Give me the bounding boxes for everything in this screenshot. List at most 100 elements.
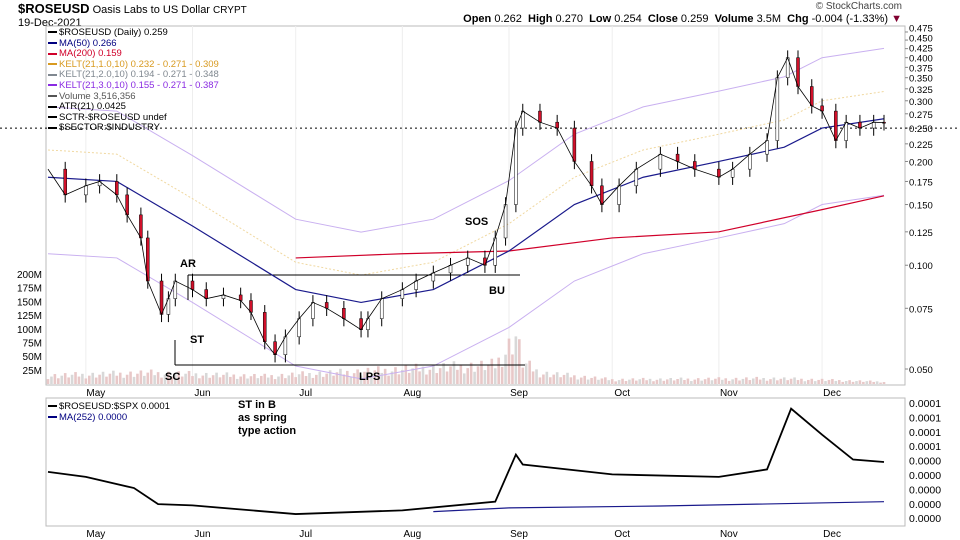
- volume-bar: [679, 377, 683, 384]
- volume-bar: [332, 375, 335, 384]
- volume-bar: [597, 379, 600, 384]
- x-tick-label: Nov: [720, 529, 738, 540]
- volume-bar: [308, 372, 311, 384]
- volume-bar: [727, 380, 731, 384]
- volume-bar: [232, 374, 236, 384]
- candle: [311, 302, 315, 319]
- volume-bar: [868, 380, 872, 384]
- volume-bar: [380, 372, 384, 384]
- volume-bar: [280, 373, 284, 384]
- exchange: CRYPT: [213, 5, 247, 16]
- volume-bar: [449, 366, 452, 384]
- kelt-lower-band: [47, 194, 885, 380]
- volume-bar: [432, 364, 435, 384]
- volume-bar: [366, 367, 370, 384]
- volume-bar: [277, 376, 280, 384]
- volume-bar: [118, 372, 122, 384]
- candle: [675, 153, 680, 162]
- y-tick-label: 0.175: [909, 177, 933, 188]
- y-tick-label: 0.400: [909, 53, 933, 64]
- volume-bar: [318, 371, 322, 384]
- x-tick-label: Sep: [510, 388, 528, 399]
- volume-bar: [641, 377, 645, 384]
- volume-bar: [862, 381, 865, 384]
- volume-bar: [404, 365, 408, 384]
- volume-bar: [665, 379, 669, 384]
- volume-bar: [57, 378, 60, 384]
- volume-bar: [112, 370, 115, 384]
- volume-bar: [772, 377, 776, 384]
- annotation-ar: AR: [180, 258, 196, 270]
- volume-bar: [700, 380, 703, 384]
- price-panel-frame: [45, 25, 906, 386]
- volume-bar: [676, 378, 679, 384]
- volume-bar: [831, 378, 834, 384]
- volume-bar: [163, 374, 167, 384]
- volume-bar: [253, 373, 256, 384]
- volume-bar: [762, 378, 765, 384]
- volume-bar: [483, 370, 487, 384]
- y-tick-label: 0.100: [909, 261, 933, 272]
- candle: [503, 204, 508, 239]
- volume-bar: [139, 370, 143, 384]
- y-tick-label: 0.050: [909, 365, 933, 376]
- volume-bar: [428, 369, 432, 384]
- volume-bar: [284, 378, 287, 384]
- y-tick-label: 0.200: [909, 157, 933, 168]
- volume-bar: [511, 354, 514, 384]
- volume-bar: [548, 377, 552, 384]
- volume-bar: [518, 339, 521, 384]
- ratio-tick-label: 0.0000: [909, 499, 941, 511]
- volume-bar: [490, 358, 494, 384]
- y-tick-label: 0.225: [909, 140, 933, 151]
- volume-bar: [497, 357, 500, 384]
- x-tick-label: Jul: [299, 529, 312, 540]
- volume-bar: [552, 374, 556, 384]
- volume-bar: [672, 380, 676, 384]
- volume-bar: [101, 371, 105, 384]
- volume-bar: [136, 373, 139, 384]
- volume-bar: [834, 380, 838, 384]
- volume-bar: [273, 379, 277, 384]
- volume-bar: [731, 379, 734, 384]
- legend-entry: SCTR-$ROSEUSD undef: [48, 112, 219, 124]
- volume-tick-label: 100M: [17, 325, 42, 336]
- candle: [139, 214, 143, 239]
- volume-bar: [170, 377, 174, 384]
- volume-bar: [634, 380, 638, 384]
- volume-bar: [115, 375, 119, 384]
- volume-bar: [81, 373, 84, 384]
- candle: [555, 121, 559, 129]
- volume-tick-label: 200M: [17, 270, 42, 281]
- volume-bar: [810, 378, 814, 384]
- ratio-panel-frame: [45, 397, 906, 527]
- candle: [658, 153, 663, 170]
- volume-bar: [555, 372, 559, 384]
- x-tick-label: Aug: [403, 529, 421, 540]
- volume-bar: [370, 374, 373, 384]
- volume-bar: [662, 380, 666, 384]
- volume-bar: [738, 380, 741, 384]
- legend-entry: MA(50) 0.266: [48, 38, 219, 50]
- volume-bar: [94, 377, 98, 384]
- candle: [448, 264, 453, 274]
- volume-bar: [807, 379, 810, 384]
- volume-bar: [125, 374, 129, 384]
- volume-bar: [132, 376, 136, 384]
- candle: [63, 168, 67, 196]
- volume-tick-label: 175M: [17, 284, 42, 295]
- volume-bar: [359, 375, 363, 384]
- candle: [634, 168, 639, 187]
- volume-bar: [91, 372, 95, 384]
- volume-bar: [487, 364, 490, 384]
- volume-bar: [149, 369, 153, 384]
- volume-bar: [77, 376, 81, 384]
- volume-bar: [721, 379, 724, 384]
- volume-bar: [346, 370, 349, 384]
- volume-bar: [669, 378, 672, 384]
- annotation-lps: LPS: [359, 371, 381, 383]
- volume-bar: [249, 376, 253, 384]
- y-tick-label: 0.250: [909, 124, 933, 135]
- y-tick-label: 0.075: [909, 304, 933, 315]
- volume-bar: [321, 376, 325, 384]
